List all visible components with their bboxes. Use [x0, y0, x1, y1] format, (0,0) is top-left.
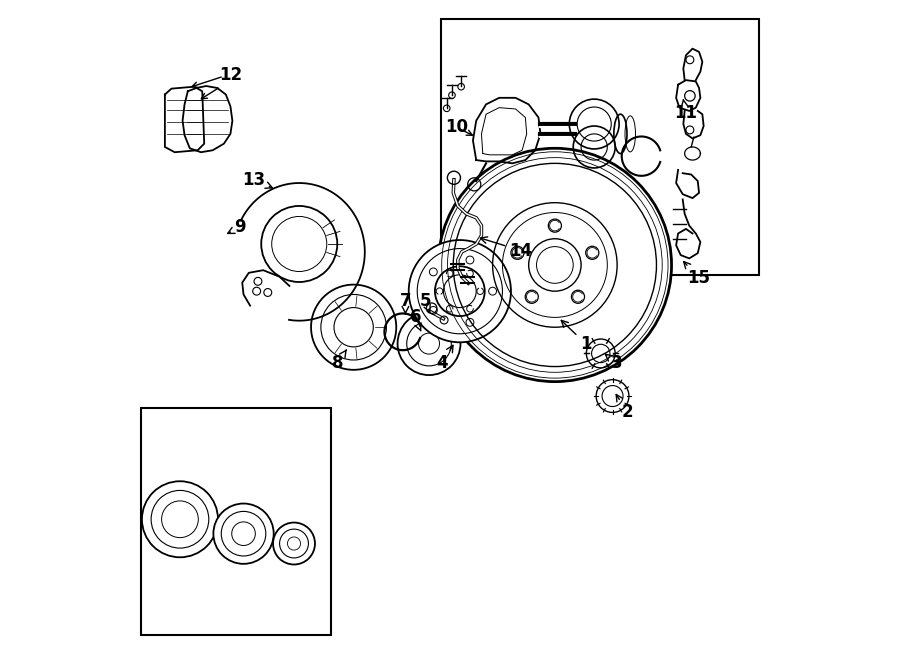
Text: 5: 5: [419, 292, 431, 313]
Circle shape: [273, 523, 315, 564]
Text: 6: 6: [410, 309, 421, 330]
Text: 3: 3: [606, 354, 622, 372]
Text: 12: 12: [220, 66, 242, 84]
Circle shape: [213, 504, 274, 564]
Circle shape: [142, 481, 218, 557]
Text: 7: 7: [400, 292, 411, 314]
Text: 14: 14: [481, 237, 532, 260]
Text: 10: 10: [445, 118, 468, 136]
Bar: [442, 19, 760, 275]
Text: 15: 15: [684, 262, 710, 287]
Text: 1: 1: [562, 321, 591, 352]
Text: 13: 13: [242, 171, 273, 189]
Text: 4: 4: [436, 345, 453, 372]
Text: 9: 9: [228, 218, 246, 236]
Circle shape: [438, 148, 671, 381]
Text: 11: 11: [674, 100, 698, 122]
Text: 8: 8: [331, 350, 346, 372]
Bar: [140, 408, 330, 635]
Circle shape: [409, 240, 511, 342]
Text: 2: 2: [616, 395, 634, 422]
